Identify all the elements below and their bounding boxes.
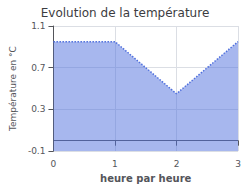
svg-text:Température en °C: Température en °C <box>8 46 18 132</box>
svg-text:Evolution de la température: Evolution de la température <box>41 6 210 20</box>
svg-text:1.1: 1.1 <box>31 21 45 31</box>
svg-text:3: 3 <box>235 159 241 169</box>
svg-text:0.3: 0.3 <box>31 104 45 114</box>
svg-text:2: 2 <box>174 159 180 169</box>
svg-text:0: 0 <box>51 159 57 169</box>
svg-text:-0.1: -0.1 <box>28 146 46 156</box>
svg-text:1: 1 <box>112 159 118 169</box>
svg-text:0.7: 0.7 <box>31 63 45 73</box>
svg-text:heure par heure: heure par heure <box>100 173 191 184</box>
